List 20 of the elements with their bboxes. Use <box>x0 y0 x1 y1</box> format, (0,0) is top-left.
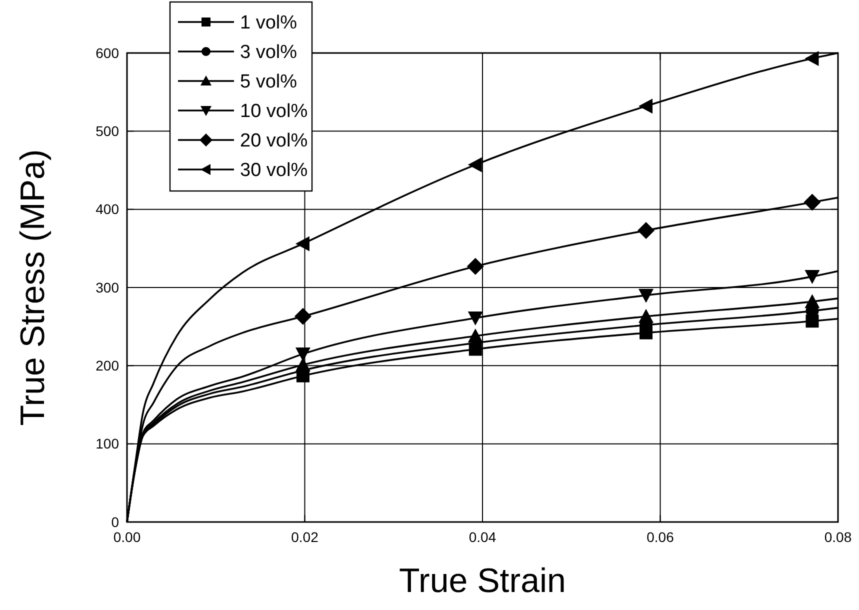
y-tick-label: 0 <box>111 514 120 530</box>
y-tick-label: 600 <box>96 44 120 61</box>
legend-label: 1 vol% <box>240 12 298 34</box>
x-tick-label: 0.00 <box>113 529 141 545</box>
x-tick-label: 0.04 <box>468 529 496 545</box>
x-tick-label: 0.06 <box>646 529 674 545</box>
x-tick-label: 0.08 <box>824 529 852 545</box>
y-tick-label: 300 <box>96 279 120 296</box>
legend-label: 30 vol% <box>240 160 308 182</box>
legend-label: 5 vol% <box>240 72 298 93</box>
y-tick-label: 100 <box>96 436 120 452</box>
legend-label: 3 vol% <box>240 42 298 64</box>
y-tick-label: 200 <box>96 358 120 374</box>
y-axis-title: True Stress (MPa) <box>14 149 52 426</box>
x-tick-label: 0.02 <box>291 529 319 545</box>
legend-label: 10 vol% <box>240 101 308 122</box>
legend-label: 20 vol% <box>240 130 308 152</box>
y-tick-label: 400 <box>96 201 120 218</box>
y-tick-label: 500 <box>96 123 120 140</box>
x-axis-title: True Strain <box>399 562 566 600</box>
